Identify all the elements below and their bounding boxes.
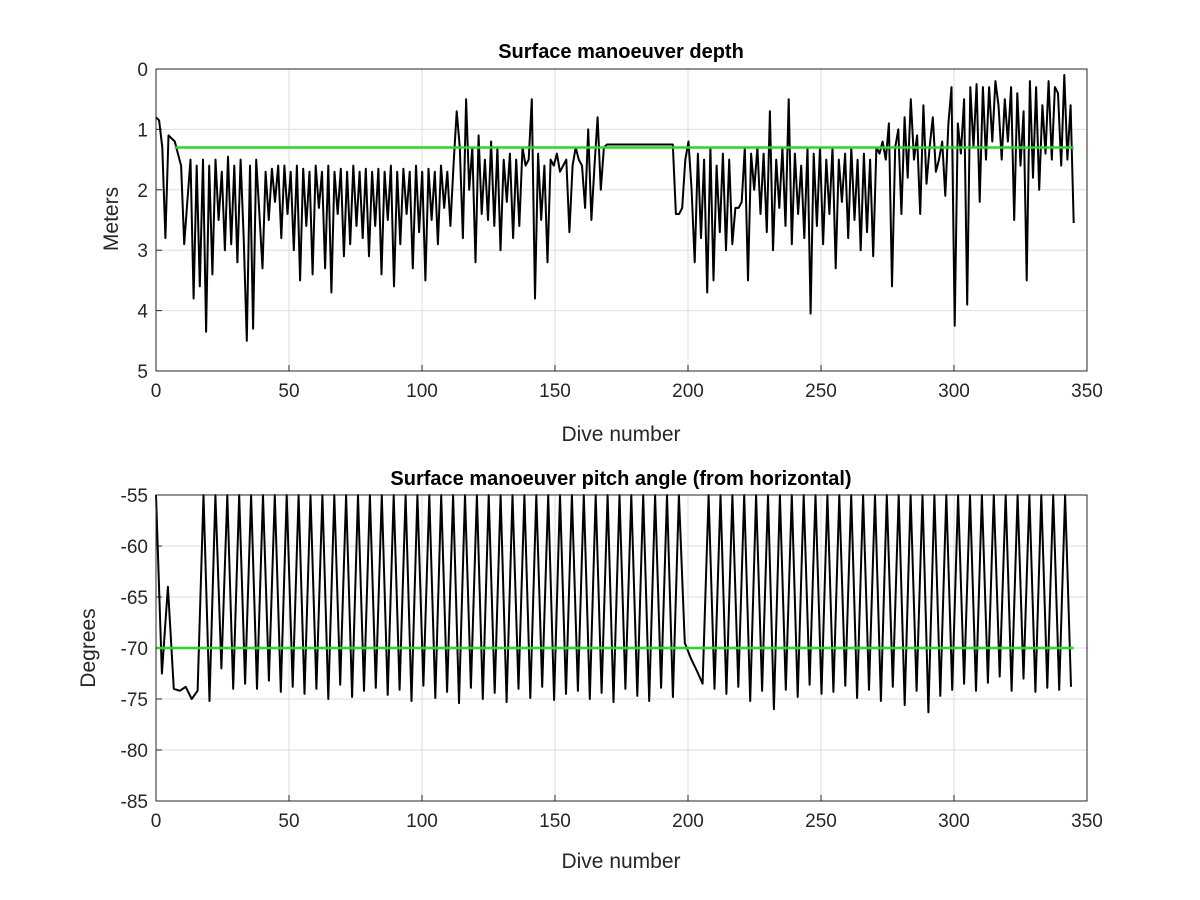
x-tick-label: 0 — [151, 811, 162, 832]
pitch-chart: Surface manoeuver pitch angle (from hori… — [77, 468, 1103, 873]
y-tick-label: 1 — [137, 120, 148, 141]
x-tick-label: 350 — [1071, 811, 1103, 832]
x-tick-label: 350 — [1071, 381, 1103, 402]
pitch-y-axis-label: Degrees — [77, 608, 100, 687]
y-tick-label: 2 — [137, 181, 148, 202]
depth-chart: Surface manoeuver depth 0 50 100 150 200 250 3… — [100, 41, 1103, 446]
pitch-x-axis-label: Dive number — [561, 850, 680, 873]
x-tick-label: 250 — [805, 381, 837, 402]
pitch-series-line — [155, 494, 1072, 714]
x-tick-label: 0 — [151, 381, 162, 402]
pitch-x-ticks: 0 50 100 150 200 250 300 350 — [151, 811, 1103, 832]
x-tick-label: 150 — [539, 381, 571, 402]
y-tick-label: -75 — [121, 690, 148, 711]
depth-x-ticks: 0 50 100 150 200 250 300 350 — [151, 381, 1103, 402]
y-tick-label: -65 — [121, 588, 148, 609]
y-tick-label: -60 — [121, 537, 148, 558]
x-tick-label: 200 — [672, 381, 704, 402]
x-tick-label: 100 — [406, 381, 438, 402]
x-tick-label: 50 — [278, 811, 299, 832]
x-tick-label: 200 — [672, 811, 704, 832]
depth-x-axis-label: Dive number — [561, 423, 680, 446]
x-tick-label: 300 — [938, 381, 970, 402]
x-tick-label: 50 — [278, 381, 299, 402]
y-tick-label: 4 — [137, 302, 148, 323]
y-tick-label: -55 — [121, 486, 148, 507]
pitch-plot-frame — [155, 494, 1088, 802]
depth-series-line — [155, 74, 1075, 342]
y-tick-label: -80 — [121, 741, 148, 762]
pitch-y-ticks: -55 -60 -65 -70 -75 -80 -85 — [121, 486, 148, 813]
depth-chart-title: Surface manoeuver depth — [498, 41, 744, 63]
y-tick-label: -70 — [121, 639, 148, 660]
x-tick-label: 250 — [805, 811, 837, 832]
x-tick-label: 150 — [539, 811, 571, 832]
pitch-chart-title: Surface manoeuver pitch angle (from hori… — [390, 468, 851, 490]
y-tick-label: 5 — [137, 362, 148, 383]
depth-plot-frame — [155, 68, 1088, 372]
y-tick-label: 0 — [137, 60, 148, 81]
y-tick-label: -85 — [121, 792, 148, 813]
y-tick-label: 3 — [137, 241, 148, 262]
x-tick-label: 100 — [406, 811, 438, 832]
x-tick-label: 300 — [938, 811, 970, 832]
depth-y-axis-label: Meters — [100, 187, 123, 251]
depth-y-ticks: 0 1 2 3 4 5 — [137, 60, 148, 383]
